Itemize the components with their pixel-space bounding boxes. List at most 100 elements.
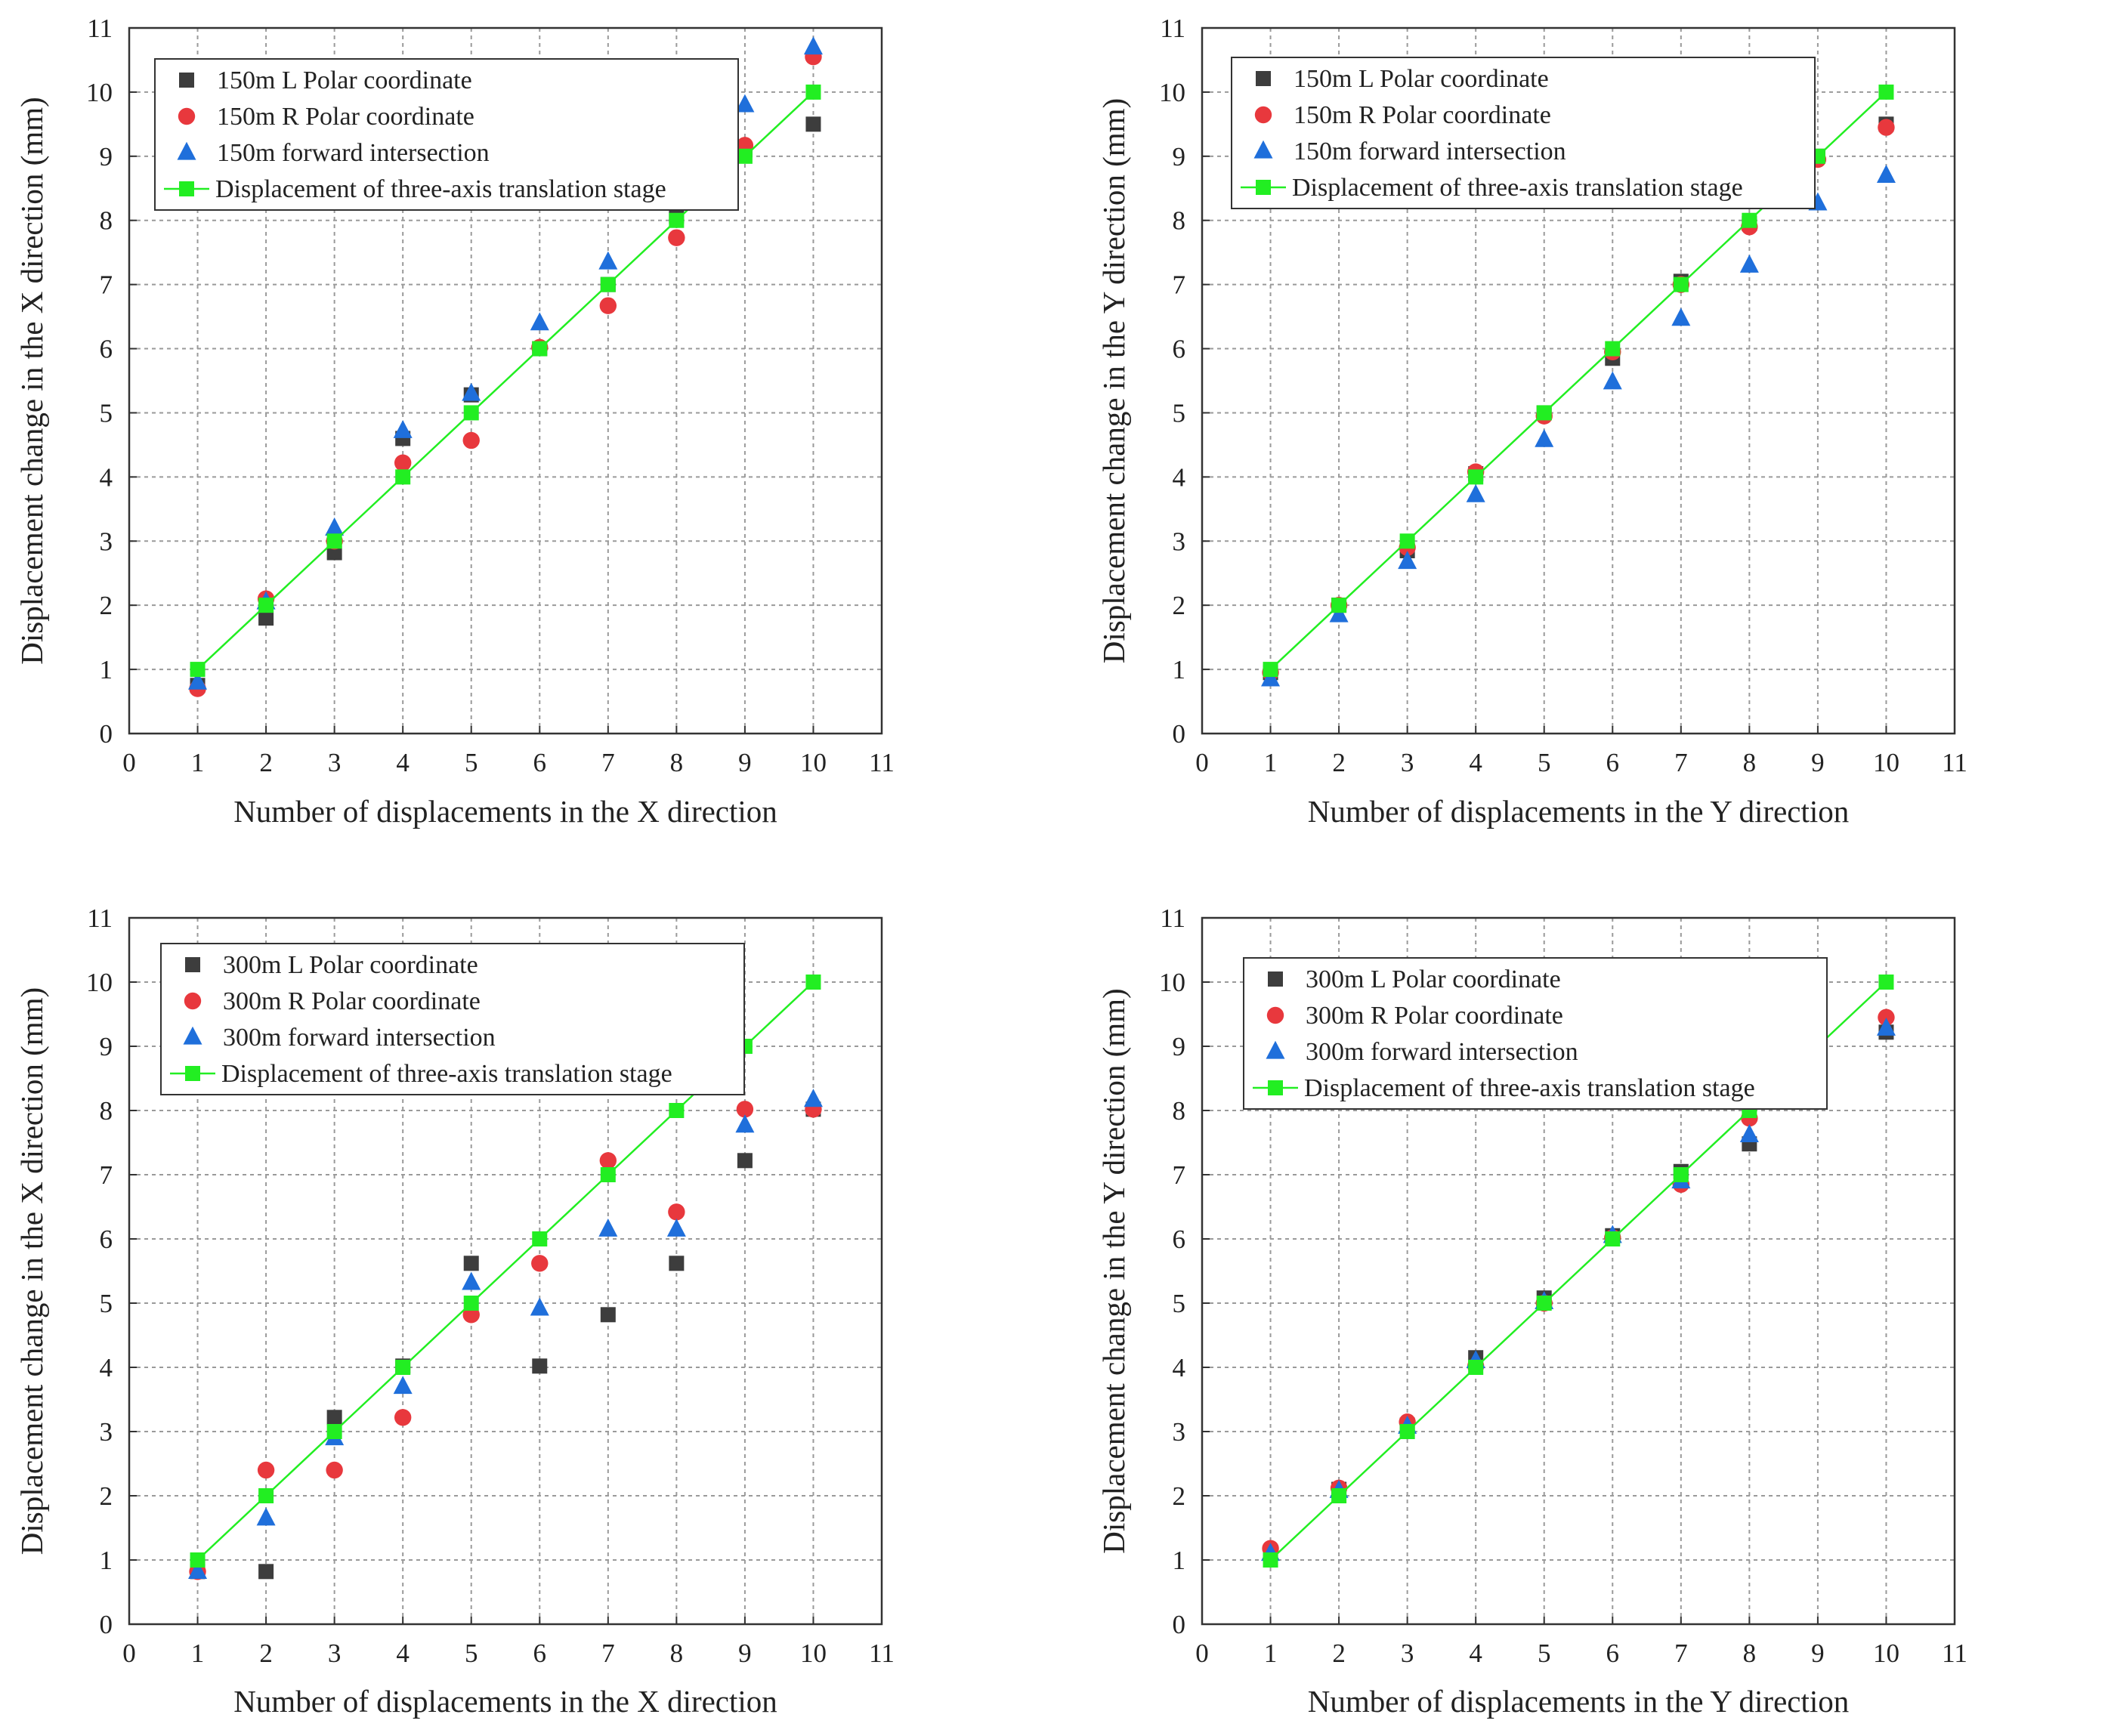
y-tick-label: 3	[100, 1417, 113, 1447]
data-point	[1263, 1552, 1278, 1568]
x-tick-label: 11	[869, 1639, 895, 1668]
y-axis-label: Displacement change in the Y direction (…	[1096, 98, 1131, 663]
chart-panel-1: 0 1 2 3 4 5 6 7 8 9 10 11 0 1 2 3 4 5 6 7 8 9 10 11 Number of di…	[14, 14, 895, 829]
data-point	[394, 1409, 412, 1426]
y-axis-label: Displacement change in the Y direction (…	[1096, 988, 1131, 1553]
y-tick-label: 0	[1173, 1610, 1186, 1639]
x-tick-label: 2	[259, 748, 273, 777]
data-point	[532, 341, 548, 357]
legend-box	[1231, 57, 1816, 209]
data-point	[463, 1296, 479, 1311]
x-tick-label: 9	[738, 1639, 752, 1668]
data-point	[599, 297, 617, 314]
legend-entry-label: 150m R Polar coordinate	[1294, 101, 1551, 129]
y-axis-label: Displacement change in the X direction (…	[14, 97, 49, 664]
data-point	[1876, 1017, 1896, 1036]
data-point	[600, 276, 616, 292]
x-tick-label: 11	[1942, 1639, 1967, 1668]
data-point	[395, 469, 411, 485]
data-point	[737, 148, 753, 164]
y-tick-label: 11	[1160, 904, 1185, 933]
data-point	[395, 1360, 411, 1375]
legend-marker	[1268, 1080, 1283, 1095]
legend-marker	[185, 1066, 200, 1081]
legend-entry-label: 300m R Polar coordinate	[1306, 1002, 1563, 1030]
legend-box	[160, 943, 745, 1095]
data-point	[258, 1564, 274, 1580]
y-tick-label: 6	[1173, 1225, 1186, 1254]
series-3	[1261, 165, 1896, 687]
y-tick-label: 7	[1173, 1160, 1186, 1190]
data-point	[1536, 405, 1552, 421]
data-point	[1878, 119, 1895, 136]
y-tick-label: 7	[100, 270, 113, 300]
data-point	[1605, 1231, 1621, 1246]
legend: 150m L Polar coordinate 150m R Polar coor…	[154, 58, 739, 211]
plot-frame	[128, 26, 883, 735]
data-point	[669, 1103, 685, 1118]
data-point	[1878, 975, 1894, 990]
x-axis-label: Number of displacements in the X directi…	[233, 794, 777, 829]
y-tick-label: 8	[1173, 1096, 1186, 1126]
x-tick-label: 11	[1942, 748, 1967, 777]
data-point	[1673, 1167, 1689, 1182]
chart-panel-3: 0 1 2 3 4 5 6 7 8 9 10 11 0 1 2 3 4 5 6 7 8 9 10 11 Number of di…	[14, 904, 895, 1719]
y-tick-label: 6	[100, 335, 113, 364]
data-point	[462, 1271, 481, 1290]
plot-frame	[128, 916, 883, 1626]
y-tick-label: 9	[1173, 142, 1186, 171]
data-point	[1263, 662, 1278, 678]
x-tick-label: 6	[533, 1639, 547, 1668]
legend-marker	[177, 141, 196, 160]
data-point	[532, 1358, 548, 1374]
y-tick-label: 1	[100, 1546, 113, 1575]
legend-marker	[1256, 180, 1271, 195]
data-point	[805, 116, 821, 132]
legend-marker	[1254, 106, 1272, 124]
data-point	[1466, 483, 1485, 502]
x-tick-label: 3	[328, 1639, 342, 1668]
data-point	[190, 1552, 206, 1568]
y-tick-label: 7	[100, 1160, 113, 1190]
legend-marker	[1268, 971, 1283, 987]
data-point	[326, 533, 342, 549]
data-point	[737, 1153, 753, 1169]
legend-entry-label: 150m L Polar coordinate	[217, 66, 472, 94]
data-point	[735, 1114, 755, 1133]
y-tick-label: 10	[86, 968, 113, 997]
x-tick-label: 10	[800, 1639, 827, 1668]
x-tick-label: 1	[191, 1639, 205, 1668]
data-point	[735, 94, 755, 113]
legend-entry-label: Displacement of three-axis translation s…	[221, 1060, 672, 1088]
legend-entry-label: Displacement of three-axis translation s…	[215, 175, 666, 203]
data-point	[598, 251, 618, 270]
data-point	[188, 1561, 208, 1579]
legend: 150m L Polar coordinate 150m R Polar coor…	[1231, 57, 1816, 209]
y-tick-label: 5	[100, 398, 113, 428]
data-point	[258, 1488, 274, 1503]
y-tick-label: 0	[100, 1610, 113, 1639]
data-point	[531, 1255, 549, 1272]
y-tick-label: 1	[100, 655, 113, 684]
data-point	[530, 1297, 549, 1316]
x-tick-label: 7	[601, 748, 615, 777]
x-tick-label: 2	[1332, 748, 1346, 777]
y-tick-label: 9	[1173, 1032, 1186, 1061]
data-point	[326, 1461, 343, 1479]
x-tick-label: 9	[1811, 748, 1825, 777]
x-tick-label: 1	[1264, 1639, 1278, 1668]
data-point	[1739, 1124, 1759, 1142]
y-tick-label: 3	[1173, 527, 1186, 556]
x-tick-label: 0	[1195, 748, 1209, 777]
data-point	[599, 1152, 617, 1169]
legend-marker	[1266, 1006, 1284, 1024]
legend-marker	[185, 957, 200, 972]
data-point	[736, 1101, 754, 1118]
x-tick-label: 8	[1743, 748, 1757, 777]
x-tick-label: 2	[1332, 1639, 1346, 1668]
data-point	[668, 1203, 685, 1221]
x-tick-label: 4	[396, 1639, 410, 1668]
data-point	[1261, 668, 1281, 687]
legend-box	[1243, 957, 1828, 1110]
